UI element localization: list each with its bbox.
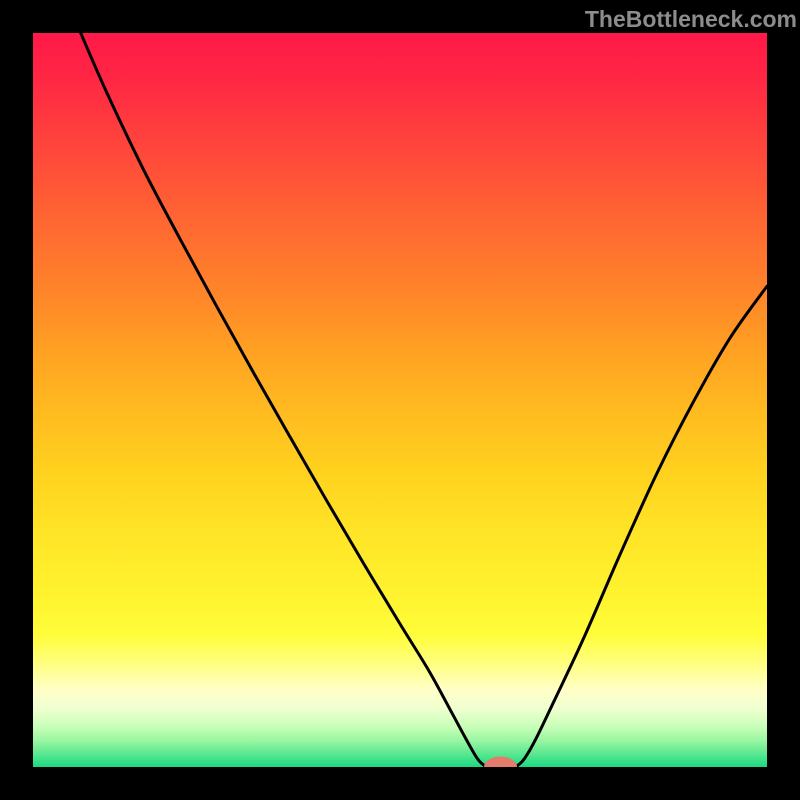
chart-svg: [33, 33, 767, 767]
watermark-text: TheBottleneck.com: [585, 6, 797, 33]
chart-frame: TheBottleneck.com: [0, 0, 800, 800]
gradient-background: [33, 33, 767, 767]
plot-area: [33, 33, 767, 767]
